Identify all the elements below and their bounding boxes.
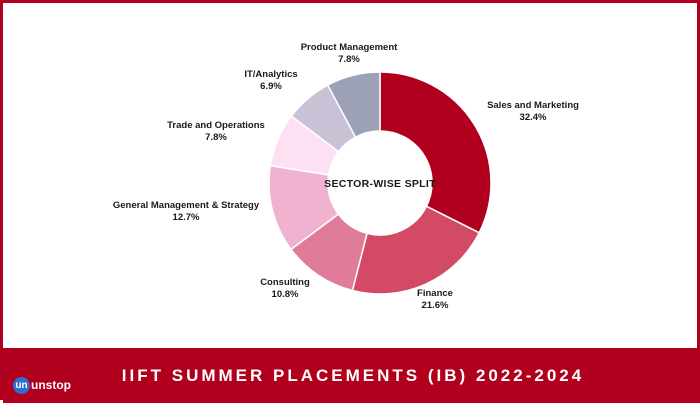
slice-name-label: Finance [417, 288, 453, 299]
slice-value-label: 10.8% [272, 289, 299, 300]
footer-banner: IIFT SUMMER PLACEMENTS (IB) 2022-2024 un… [3, 348, 700, 403]
slice-sales-and-marketing [379, 71, 492, 234]
slice-product-management [326, 71, 381, 139]
brand-logo: un unstop [13, 376, 71, 394]
slice-name-label: Sales and Marketing [487, 100, 579, 111]
slice-name-label: Product Management [301, 42, 398, 53]
slice-name-label: IT/Analytics [244, 69, 297, 80]
slice-value-label: 6.9% [260, 81, 282, 92]
slice-finance [351, 205, 481, 295]
center-label: SECTOR-WISE SPLIT [324, 178, 436, 190]
slice-value-label: 32.4% [520, 112, 547, 123]
slice-name-label: General Management & Strategy [113, 200, 260, 211]
footer-title: IIFT SUMMER PLACEMENTS (IB) 2022-2024 [121, 366, 585, 385]
slice-value-label: 7.8% [338, 54, 360, 65]
slice-name-label: Consulting [260, 277, 310, 288]
slice-value-label: 7.8% [205, 132, 227, 143]
brand-mark-icon: un [13, 376, 30, 394]
brand-name: unstop [31, 378, 71, 392]
slice-value-label: 21.6% [422, 300, 449, 311]
donut-slices [268, 71, 492, 295]
slice-name-label: Trade and Operations [167, 120, 265, 131]
slice-value-label: 12.7% [173, 212, 200, 223]
